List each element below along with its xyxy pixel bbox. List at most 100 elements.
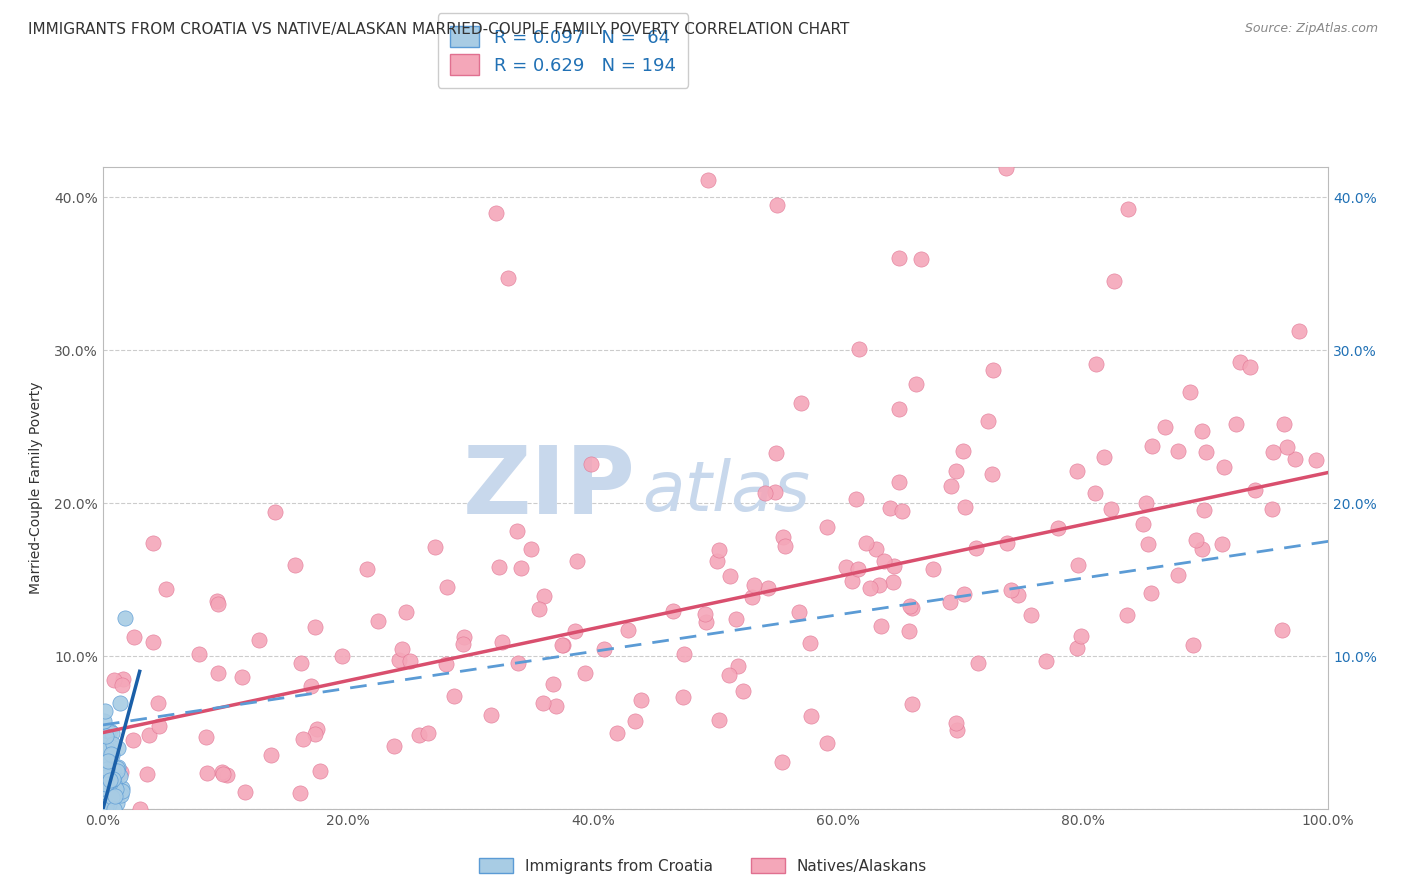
Point [247,632,270,647]
Point [98,776,121,790]
Point [288,786,311,800]
Point [672,647,695,661]
Point [142,535,165,549]
Point [846,562,869,576]
Point [879,501,901,516]
Point [1142,439,1164,453]
Point [939,479,962,493]
Point [718,568,741,582]
Legend: Immigrants from Croatia, Natives/Alaskans: Immigrants from Croatia, Natives/Alaskan… [472,852,934,880]
Point [97,783,120,797]
Point [1132,517,1154,532]
Point [706,554,728,568]
Point [800,709,823,723]
Point [98,773,121,788]
Point [1225,417,1247,431]
Point [391,641,413,656]
Point [100,724,122,739]
Point [1195,445,1218,459]
Point [606,726,628,740]
Point [1185,533,1208,548]
Point [1066,640,1088,655]
Point [965,541,987,556]
Point [484,206,506,220]
Point [922,562,945,576]
Point [865,541,887,556]
Point [1140,586,1163,600]
Point [742,577,765,591]
Point [1239,359,1261,374]
Point [770,756,793,770]
Point [564,624,586,639]
Point [103,802,125,816]
Point [309,764,332,778]
Point [799,636,821,650]
Point [889,252,911,266]
Point [1137,537,1160,551]
Point [790,396,813,410]
Point [93,714,115,728]
Point [96,762,118,776]
Point [1084,357,1107,371]
Y-axis label: Married-Couple Family Poverty: Married-Couple Family Poverty [30,382,44,594]
Point [533,589,555,603]
Point [112,672,135,686]
Point [938,595,960,609]
Point [841,574,863,588]
Point [900,601,922,615]
Point [188,648,211,662]
Point [416,726,439,740]
Point [96,770,118,784]
Point [96,772,118,787]
Point [953,500,976,515]
Point [107,740,129,755]
Point [835,559,858,574]
Point [93,759,115,773]
Point [97,772,120,786]
Point [491,634,513,648]
Point [1167,568,1189,582]
Point [873,554,896,568]
Point [995,536,1018,550]
Point [981,467,1004,482]
Point [96,742,118,756]
Point [543,677,565,691]
Point [1277,441,1299,455]
Point [100,772,122,786]
Point [945,716,967,731]
Point [897,624,920,638]
Point [815,736,838,750]
Point [142,634,165,648]
Point [508,656,530,670]
Point [291,731,314,746]
Point [94,777,117,791]
Point [101,778,124,792]
Point [1191,541,1213,556]
Point [395,605,418,619]
Point [1229,355,1251,369]
Point [107,760,129,774]
Point [952,587,974,601]
Point [1047,521,1070,535]
Point [1191,424,1213,438]
Point [1021,607,1043,622]
Point [110,788,132,802]
Point [1244,483,1267,497]
Point [496,270,519,285]
Point [97,723,120,738]
Point [1007,589,1029,603]
Point [207,597,229,611]
Point [952,443,974,458]
Point [114,611,136,625]
Point [1099,501,1122,516]
Point [138,728,160,742]
Point [101,748,124,763]
Point [104,789,127,803]
Point [103,772,125,787]
Point [967,656,990,670]
Point [108,769,131,783]
Point [815,519,838,533]
Point [766,198,789,212]
Point [211,767,233,781]
Point [94,766,117,780]
